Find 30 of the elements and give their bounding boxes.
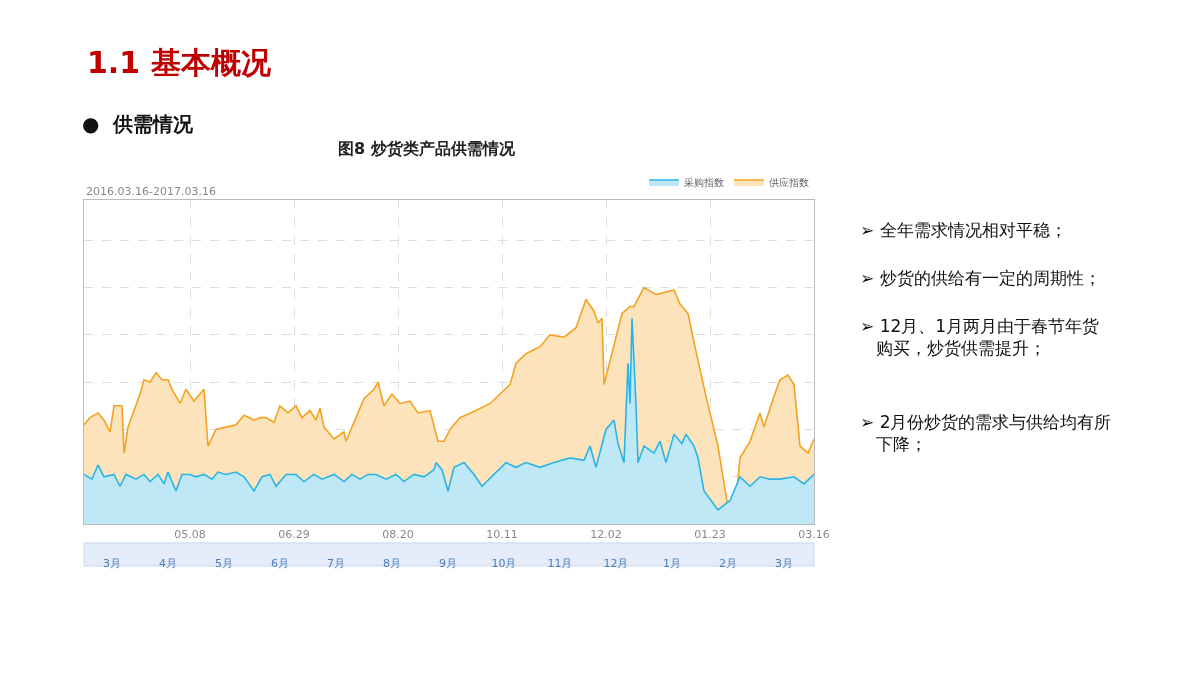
text: ➢ 全年需求情况相对平稳； xyxy=(860,220,1067,240)
text: ➢ 炒货的供给有一定的周期性； xyxy=(860,268,1101,288)
x2-tick-label: 1月 xyxy=(663,557,681,570)
x-tick-label: 06.29 xyxy=(278,528,310,542)
x2-tick-label: 2月 xyxy=(719,557,737,570)
x2-tick-label: 12月 xyxy=(603,557,629,570)
x2-tick-label: 9月 xyxy=(439,557,457,570)
x2-tick-label: 3月 xyxy=(775,557,793,570)
x2-tick-label: 3月 xyxy=(103,557,121,570)
x-tick-label: 01.23 xyxy=(694,528,726,542)
legend-label: 供应指数 xyxy=(769,176,809,188)
x2-tick-label: 8月 xyxy=(383,557,401,570)
caption: 图8 炒货类产品供需情况 xyxy=(338,139,516,158)
text: 2016.03.16-2017.03.16 xyxy=(86,185,216,198)
chart-title: 1.1 基本概况 xyxy=(87,45,272,80)
x2-tick-label: 6月 xyxy=(271,557,289,570)
x-tick-label: 03.16 xyxy=(798,528,830,542)
x2-tick-label: 5月 xyxy=(215,557,233,570)
x2-tick-label: 4月 xyxy=(159,557,177,570)
x2-tick-label: 7月 xyxy=(327,557,345,570)
x2-tick-label: 11月 xyxy=(547,557,573,570)
x-tick-label: 08.20 xyxy=(382,528,414,542)
x-tick-label: 12.02 xyxy=(590,528,622,542)
legend-label: 采购指数 xyxy=(684,176,724,188)
x2-tick-label: 10月 xyxy=(491,557,517,570)
text: ➢ 12月、1月两月由于春节年货购买，炒货供需提升； xyxy=(860,316,1100,359)
x-tick-label: 05.08 xyxy=(174,528,206,542)
text: ➢ 2月份炒货的需求与供给均有所下降； xyxy=(860,412,1112,455)
x-tick-label: 10.11 xyxy=(486,528,518,542)
chart-subtitle: ● 供需情况 xyxy=(82,112,195,136)
